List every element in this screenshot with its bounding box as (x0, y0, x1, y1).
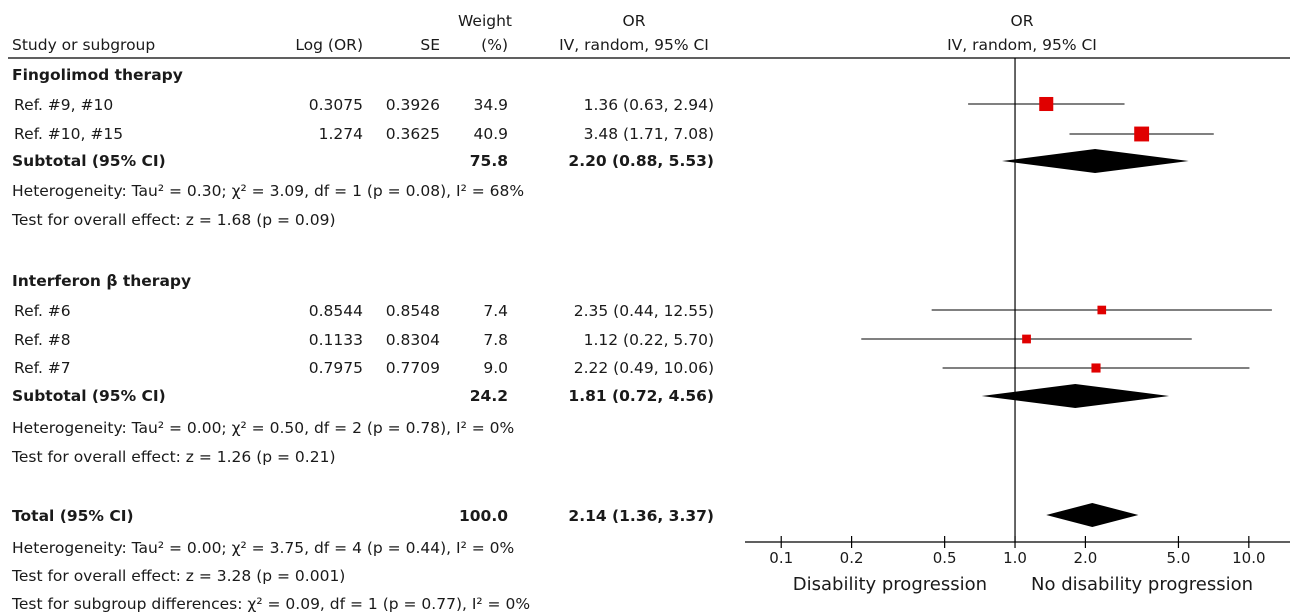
group-interferon: Interferon β therapy Ref. #6 0.8544 0.85… (11, 272, 714, 466)
heterogeneity-text: Heterogeneity: Tau² = 0.00; χ² = 0.50, d… (12, 419, 514, 437)
subtotal-or-ci: 1.81 (0.72, 4.56) (568, 387, 714, 405)
study-se: 0.7709 (386, 359, 440, 377)
header-or: OR (623, 12, 646, 30)
header-study: Study or subgroup (12, 36, 155, 54)
subtotal-or-ci: 2.20 (0.88, 5.53) (568, 152, 714, 170)
subtotal-diamond (1002, 149, 1189, 173)
study-row: Ref. #10, #15 1.274 0.3625 40.9 3.48 (1.… (14, 125, 714, 143)
total-label: Total (95% CI) (12, 507, 134, 525)
header-weight: Weight (458, 12, 512, 30)
x-tick-label: 2.0 (1073, 549, 1097, 567)
x-tick-label: 0.2 (840, 549, 864, 567)
study-marker (1039, 96, 1054, 112)
total-or-ci: 2.14 (1.36, 3.37) (568, 507, 714, 525)
overall-effect-text: Test for overall effect: z = 1.68 (p = 0… (11, 211, 336, 229)
study-log-or: 0.3075 (309, 96, 363, 114)
x-tick-label: 0.1 (769, 549, 793, 567)
study-name: Ref. #8 (14, 331, 71, 349)
heterogeneity-text: Heterogeneity: Tau² = 0.30; χ² = 3.09, d… (12, 182, 524, 200)
study-name: Ref. #6 (14, 302, 71, 320)
study-log-or: 0.7975 (309, 359, 363, 377)
total-diamond (1046, 503, 1139, 527)
study-row: Ref. #7 0.7975 0.7709 9.0 2.22 (0.49, 10… (14, 359, 714, 377)
study-name: Ref. #9, #10 (14, 96, 113, 114)
group-title: Interferon β therapy (12, 272, 191, 290)
header-or-method: IV, random, 95% CI (559, 36, 709, 54)
study-weight: 34.9 (473, 96, 508, 114)
study-log-or: 1.274 (319, 125, 363, 143)
study-row: Ref. #8 0.1133 0.8304 7.8 1.12 (0.22, 5.… (14, 331, 714, 349)
total-section: Total (95% CI) 100.0 2.14 (1.36, 3.37) H… (11, 507, 714, 613)
x-tick-label: 0.5 (933, 549, 957, 567)
axis-right-label: No disability progression (1031, 574, 1253, 595)
subtotal-label: Subtotal (95% CI) (12, 387, 166, 405)
heterogeneity-text: Heterogeneity: Tau² = 0.00; χ² = 3.75, d… (12, 539, 514, 557)
group-fingolimod: Fingolimod therapy Ref. #9, #10 0.3075 0… (11, 66, 714, 229)
study-log-or: 0.1133 (309, 331, 363, 349)
group-title: Fingolimod therapy (12, 66, 183, 84)
study-row: Ref. #6 0.8544 0.8548 7.4 2.35 (0.44, 12… (14, 302, 714, 320)
study-weight: 40.9 (473, 125, 508, 143)
subtotal-label: Subtotal (95% CI) (12, 152, 166, 170)
overall-effect-text: Test for overall effect: z = 1.26 (p = 0… (11, 448, 336, 466)
forest-plot-area: 0.1 0.2 0.5 1.0 2.0 5.0 10.0 Disability progres… (745, 58, 1290, 595)
header-se: SE (420, 36, 440, 54)
x-tick-label: 5.0 (1167, 549, 1191, 567)
study-weight: 7.8 (483, 331, 508, 349)
study-or-ci: 3.48 (1.71, 7.08) (584, 125, 714, 143)
header-log-or: Log (OR) (295, 36, 363, 54)
study-se: 0.8548 (386, 302, 440, 320)
header-weight-unit: (%) (481, 36, 508, 54)
study-se: 0.3625 (386, 125, 440, 143)
study-name: Ref. #10, #15 (14, 125, 123, 143)
subtotal-row: Subtotal (95% CI) 24.2 1.81 (0.72, 4.56) (12, 387, 714, 405)
study-name: Ref. #7 (14, 359, 71, 377)
study-or-ci: 1.12 (0.22, 5.70) (584, 331, 714, 349)
table-header: Study or subgroup Log (OR) SE Weight (%)… (8, 12, 1290, 59)
study-weight: 7.4 (483, 302, 508, 320)
subtotal-diamond (981, 384, 1170, 408)
study-row: Ref. #9, #10 0.3075 0.3926 34.9 1.36 (0.… (14, 96, 714, 114)
study-log-or: 0.8544 (309, 302, 363, 320)
study-marker (1097, 305, 1107, 315)
study-or-ci: 2.22 (0.49, 10.06) (574, 359, 714, 377)
study-marker (1022, 334, 1031, 344)
study-se: 0.8304 (386, 331, 440, 349)
axis-left-label: Disability progression (793, 574, 987, 595)
overall-effect-text: Test for overall effect: z = 3.28 (p = 0… (11, 567, 345, 585)
subtotal-weight: 75.8 (470, 152, 508, 170)
x-tick-label: 10.0 (1232, 549, 1265, 567)
subgroup-differences-text: Test for subgroup differences: χ² = 0.09… (11, 595, 530, 613)
header-plot-or: OR (1011, 12, 1034, 30)
study-or-ci: 1.36 (0.63, 2.94) (584, 96, 714, 114)
study-se: 0.3926 (386, 96, 440, 114)
subtotal-row: Subtotal (95% CI) 75.8 2.20 (0.88, 5.53) (12, 152, 714, 170)
total-weight: 100.0 (459, 507, 508, 525)
header-plot-method: IV, random, 95% CI (947, 36, 1097, 54)
study-or-ci: 2.35 (0.44, 12.55) (574, 302, 714, 320)
study-marker (1134, 126, 1150, 142)
study-weight: 9.0 (483, 359, 508, 377)
subtotal-weight: 24.2 (470, 387, 508, 405)
study-marker (1091, 363, 1101, 373)
x-tick-label: 1.0 (1003, 549, 1027, 567)
